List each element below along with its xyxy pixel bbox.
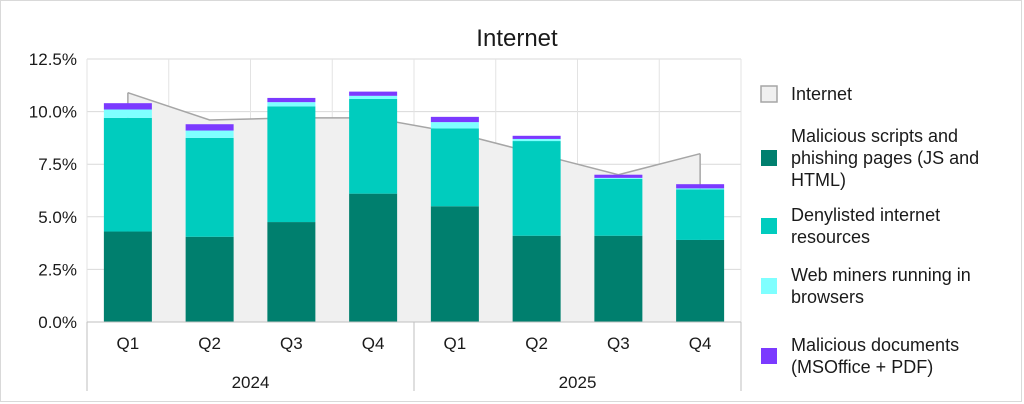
bar-segment-s0-c3 — [349, 193, 398, 322]
bar-segment-s2-c7 — [676, 188, 725, 190]
x-tick-label: Q1 — [117, 334, 140, 353]
legend-label: Internet — [791, 84, 852, 104]
legend-label-line: browsers — [791, 287, 864, 307]
x-tick-label: Q3 — [607, 334, 630, 353]
legend-label: Malicious documents (MSOffice + PDF) — [791, 335, 959, 377]
bar-segment-s2-c1 — [185, 130, 234, 138]
axes-group: 0.0% 2.5% 5.0% 7.5% 10.0% 12.5% Q1 Q2 Q3 Q4 Q1 Q2 Q3… — [29, 50, 742, 392]
legend-label-line: HTML) — [791, 170, 846, 190]
y-tick-label: 10.0% — [29, 103, 77, 122]
legend-label-line: Web miners running in — [791, 265, 971, 285]
x-tick-label: Q2 — [198, 334, 221, 353]
bar-segment-s3-c7 — [676, 184, 725, 189]
y-tick-label: 7.5% — [38, 155, 77, 174]
bar-segment-s0-c4 — [430, 206, 479, 322]
y-tick-label: 0.0% — [38, 313, 77, 332]
bar-segment-s2-c3 — [349, 95, 398, 99]
bar-segment-s3-c1 — [185, 124, 234, 131]
bar-segment-s1-c6 — [594, 178, 643, 236]
bar-segment-s2-c5 — [512, 138, 561, 142]
bar-segment-s3-c6 — [594, 174, 643, 178]
bar-segment-s2-c0 — [103, 109, 152, 118]
bar-segment-s1-c2 — [267, 106, 316, 223]
legend-label: Web miners running in browsers — [791, 265, 971, 307]
bar-segment-s1-c4 — [430, 128, 479, 207]
y-tick-label: 2.5% — [38, 260, 77, 279]
bar-segment-s1-c7 — [676, 189, 725, 240]
legend-label-line: (MSOffice + PDF) — [791, 357, 933, 377]
bar-segment-s1-c5 — [512, 141, 561, 236]
legend: Internet Malicious scripts and phishing pa… — [760, 84, 979, 377]
legend-label: Malicious scripts and phishing pages (JS … — [791, 126, 979, 190]
x-tick-label: Q1 — [444, 334, 467, 353]
bar-segment-s0-c7 — [676, 239, 725, 322]
bar-segment-s3-c0 — [103, 103, 152, 110]
x-tick-label: Q4 — [689, 334, 712, 353]
bar-segment-s1-c1 — [185, 137, 234, 237]
legend-swatch — [761, 218, 777, 234]
group-label: 2024 — [232, 373, 270, 392]
bar-segment-s2-c4 — [430, 122, 479, 129]
legend-swatch — [761, 150, 777, 166]
area-line-internet — [127, 91, 701, 176]
legend-swatch — [761, 278, 777, 294]
legend-label-line: Malicious documents — [791, 335, 959, 355]
bar-segment-s0-c2 — [267, 222, 316, 322]
bar-segment-s1-c0 — [103, 117, 152, 232]
legend-label-line: phishing pages (JS and — [791, 148, 979, 168]
legend-label-line: resources — [791, 227, 870, 247]
bar-segment-s0-c1 — [185, 236, 234, 322]
group-label: 2025 — [559, 373, 597, 392]
x-tick-label: Q4 — [362, 334, 385, 353]
bar-segment-s0-c5 — [512, 235, 561, 322]
y-tick-label: 12.5% — [29, 50, 77, 69]
x-tick-label: Q2 — [525, 334, 548, 353]
bar-segment-s3-c4 — [430, 116, 479, 123]
legend-swatch — [760, 85, 778, 103]
bar-segment-s3-c2 — [267, 97, 316, 103]
legend-label-line: Denylisted internet — [791, 205, 940, 225]
bar-segment-s3-c5 — [512, 135, 561, 139]
bar-segment-s2-c6 — [594, 177, 643, 179]
bar-segment-s0-c6 — [594, 235, 643, 322]
chart-title: Internet — [476, 25, 558, 52]
y-tick-label: 5.0% — [38, 208, 77, 227]
legend-label-line: Malicious scripts and — [791, 126, 958, 146]
x-tick-label: Q3 — [280, 334, 303, 353]
legend-label: Denylisted internet resources — [791, 205, 940, 247]
bar-segment-s2-c2 — [267, 102, 316, 107]
bar-segment-s0-c0 — [103, 231, 152, 322]
bar-segment-s3-c3 — [349, 91, 398, 96]
bars-group — [103, 91, 725, 322]
bar-segment-s1-c3 — [349, 98, 398, 194]
legend-swatch — [761, 348, 777, 364]
legend-label-line: Internet — [791, 84, 852, 104]
